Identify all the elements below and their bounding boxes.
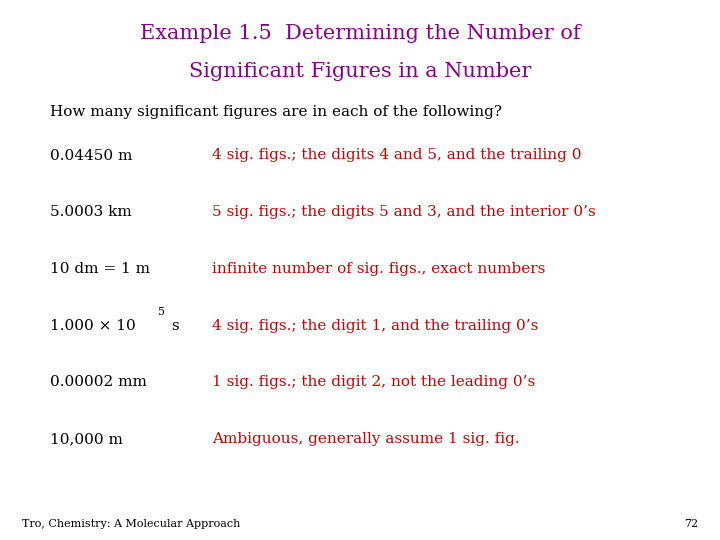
- Text: 5.0003 km: 5.0003 km: [50, 205, 132, 219]
- Text: 4 sig. figs.; the digit 1, and the trailing 0’s: 4 sig. figs.; the digit 1, and the trail…: [212, 319, 539, 333]
- Text: 1.000 × 10: 1.000 × 10: [50, 319, 136, 333]
- Text: 1 sig. figs.; the digit 2, not the leading 0’s: 1 sig. figs.; the digit 2, not the leadi…: [212, 375, 536, 389]
- Text: Example 1.5  Determining the Number of: Example 1.5 Determining the Number of: [140, 24, 580, 43]
- Text: 5 sig. figs.; the digits 5 and 3, and the interior 0’s: 5 sig. figs.; the digits 5 and 3, and th…: [212, 205, 596, 219]
- Text: Tro, Chemistry: A Molecular Approach: Tro, Chemistry: A Molecular Approach: [22, 519, 240, 529]
- Text: 5: 5: [157, 307, 164, 317]
- Text: 0.00002 mm: 0.00002 mm: [50, 375, 148, 389]
- Text: s: s: [167, 319, 180, 333]
- Text: 0.04450 m: 0.04450 m: [50, 148, 132, 163]
- Text: 10,000 m: 10,000 m: [50, 432, 123, 446]
- Text: Significant Figures in a Number: Significant Figures in a Number: [189, 62, 531, 81]
- Text: Ambiguous, generally assume 1 sig. fig.: Ambiguous, generally assume 1 sig. fig.: [212, 432, 520, 446]
- Text: How many significant figures are in each of the following?: How many significant figures are in each…: [50, 105, 503, 119]
- Text: 72: 72: [684, 519, 698, 529]
- Text: infinite number of sig. figs., exact numbers: infinite number of sig. figs., exact num…: [212, 262, 546, 276]
- Text: 4 sig. figs.; the digits 4 and 5, and the trailing 0: 4 sig. figs.; the digits 4 and 5, and th…: [212, 148, 582, 163]
- Text: 10 dm = 1 m: 10 dm = 1 m: [50, 262, 150, 276]
